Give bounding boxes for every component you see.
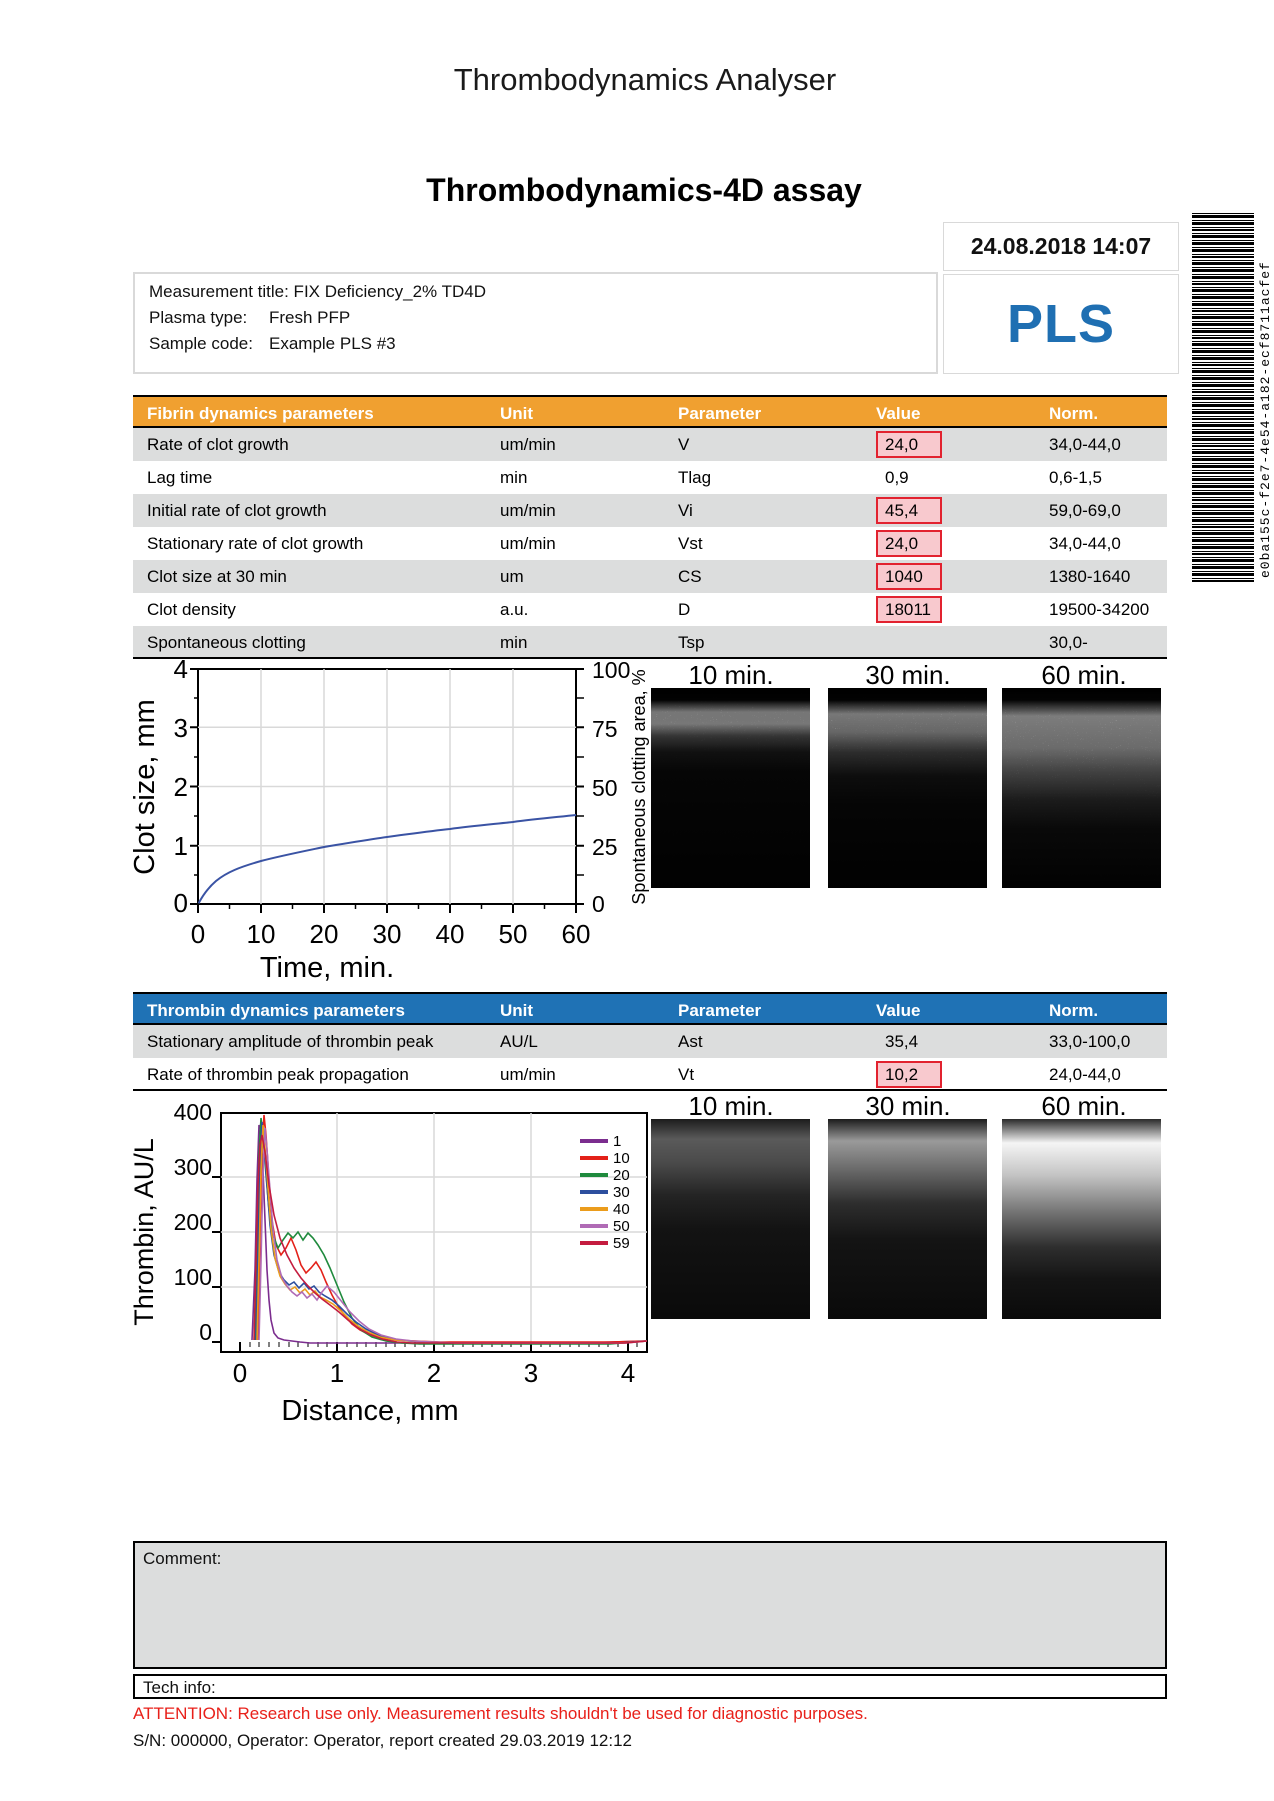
svg-text:40: 40	[613, 1201, 630, 1218]
svg-text:Spontaneous clotting area, %: Spontaneous clotting area, %	[629, 669, 649, 904]
svg-text:2: 2	[427, 1358, 441, 1388]
svg-text:40: 40	[436, 919, 465, 949]
svg-text:Distance, mm: Distance, mm	[281, 1395, 458, 1427]
svg-text:10: 10	[613, 1150, 630, 1167]
svg-text:20: 20	[613, 1167, 630, 1184]
svg-text:1: 1	[330, 1358, 344, 1388]
svg-text:20: 20	[310, 919, 339, 949]
svg-text:10: 10	[247, 919, 276, 949]
svg-text:3: 3	[174, 713, 188, 743]
svg-text:0: 0	[191, 919, 205, 949]
svg-text:10 min.: 10 min.	[688, 664, 773, 690]
svg-text:59: 59	[613, 1235, 630, 1252]
svg-text:75: 75	[592, 716, 618, 742]
svg-text:2: 2	[174, 772, 188, 802]
svg-text:30: 30	[613, 1184, 630, 1201]
svg-text:50: 50	[499, 919, 528, 949]
svg-text:10 min.: 10 min.	[688, 1095, 773, 1121]
svg-text:1: 1	[174, 831, 188, 861]
svg-text:100: 100	[592, 660, 630, 683]
svg-text:60 min.: 60 min.	[1041, 1095, 1126, 1121]
svg-text:0: 0	[199, 1319, 212, 1345]
svg-text:50: 50	[592, 775, 618, 801]
svg-text:4: 4	[621, 1358, 635, 1388]
svg-text:60: 60	[562, 919, 591, 949]
svg-text:60 min.: 60 min.	[1041, 664, 1126, 690]
svg-text:Thrombin, AU/L: Thrombin, AU/L	[129, 1138, 159, 1326]
svg-text:50: 50	[613, 1218, 630, 1235]
svg-text:0: 0	[233, 1358, 247, 1388]
svg-text:30 min.: 30 min.	[865, 1095, 950, 1121]
svg-text:25: 25	[592, 834, 618, 860]
svg-text:Clot size, mm: Clot size, mm	[129, 699, 161, 875]
svg-text:400: 400	[174, 1099, 212, 1125]
svg-text:1: 1	[613, 1133, 621, 1150]
svg-text:0: 0	[174, 888, 188, 918]
svg-text:4: 4	[174, 660, 188, 684]
svg-text:0: 0	[592, 891, 605, 917]
svg-text:30 min.: 30 min.	[865, 664, 950, 690]
svg-text:200: 200	[174, 1209, 212, 1235]
svg-text:300: 300	[174, 1154, 212, 1180]
svg-text:30: 30	[373, 919, 402, 949]
svg-text:Time, min.: Time, min.	[260, 952, 394, 984]
svg-text:100: 100	[174, 1264, 212, 1290]
svg-text:3: 3	[524, 1358, 538, 1388]
